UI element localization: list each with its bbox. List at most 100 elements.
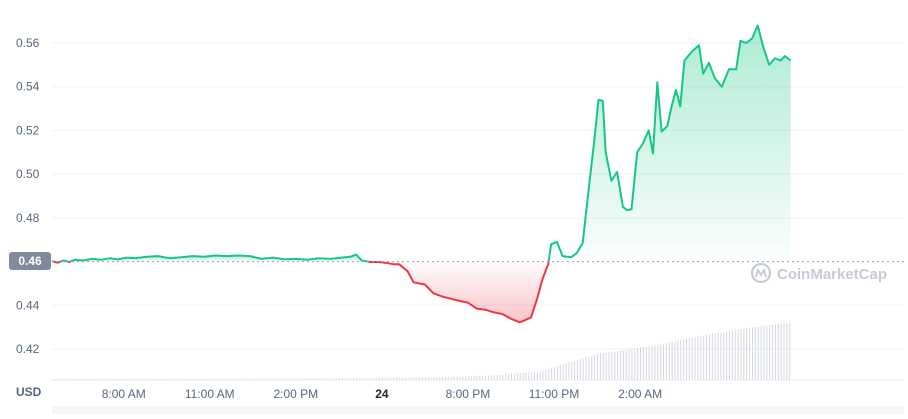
- volume-bar: [571, 362, 572, 380]
- y-tick-label: 0.50: [16, 167, 40, 181]
- reference-price-badge: 0.46: [9, 252, 51, 270]
- x-tick-label: 8:00 PM: [446, 387, 491, 401]
- y-tick-label: 0.54: [16, 80, 40, 94]
- volume-bar: [712, 334, 713, 380]
- volume-bar: [657, 345, 658, 380]
- x-tick-label: 11:00 AM: [185, 387, 235, 401]
- volume-bar: [522, 373, 523, 380]
- volume-bar: [772, 325, 773, 380]
- volume-bar: [689, 338, 690, 380]
- volume-bar: [603, 353, 604, 380]
- coinmarketcap-logo-mark: [756, 270, 766, 277]
- volume-bar: [591, 356, 592, 380]
- volume-bar: [781, 324, 782, 380]
- volume-bar: [514, 374, 515, 380]
- volume-bar: [761, 326, 762, 380]
- volume-bar: [534, 372, 535, 380]
- volume-bar: [557, 366, 558, 380]
- volume-bar: [686, 339, 687, 380]
- volume-bar: [609, 352, 610, 380]
- volume-bar: [775, 324, 776, 380]
- volume-bar: [597, 354, 598, 380]
- volume-bar: [746, 328, 747, 380]
- volume-bar: [611, 352, 612, 380]
- volume-bar: [606, 353, 607, 380]
- volume-bar: [629, 349, 630, 380]
- volume-bar: [548, 369, 549, 380]
- volume-bar: [540, 371, 541, 380]
- volume-bar: [732, 330, 733, 380]
- volume-bar: [588, 357, 589, 380]
- range-navigator[interactable]: [52, 406, 904, 414]
- volume-bar: [477, 376, 478, 380]
- volume-bar: [520, 373, 521, 380]
- volume-bar: [505, 375, 506, 380]
- volume-bar: [568, 363, 569, 380]
- volume-bar: [709, 334, 710, 380]
- volume-bar: [462, 376, 463, 380]
- volume-bar: [488, 376, 489, 380]
- volume-bar: [675, 341, 676, 380]
- volume-bar: [766, 325, 767, 380]
- volume-bar: [672, 342, 673, 380]
- volume-bar: [729, 331, 730, 380]
- volume-bar: [738, 329, 739, 380]
- x-tick-label: 11:00 PM: [529, 387, 579, 401]
- volume-bar: [663, 343, 664, 380]
- volume-bar: [468, 376, 469, 380]
- volume-bar: [646, 347, 647, 380]
- volume-bar: [554, 367, 555, 380]
- volume-bar: [778, 324, 779, 380]
- x-tick-label: 2:00 AM: [618, 387, 662, 401]
- volume-bar: [479, 376, 480, 380]
- volume-bar: [565, 363, 566, 380]
- volume-bar: [491, 376, 492, 380]
- watermark-text: CoinMarketCap: [777, 266, 887, 283]
- volume-bar: [660, 344, 661, 380]
- volume-bar: [586, 357, 587, 380]
- y-tick-label: 0.52: [16, 123, 40, 137]
- coinmarketcap-watermark: CoinMarketCap: [752, 264, 887, 283]
- volume-bar: [695, 337, 696, 380]
- volume-bar: [700, 336, 701, 380]
- volume-bar: [631, 349, 632, 380]
- volume-bar: [502, 375, 503, 380]
- volume-bar: [594, 355, 595, 380]
- y-axis: 0.420.440.480.500.520.540.56: [16, 36, 40, 356]
- volume-bar: [459, 376, 460, 380]
- volume-bar: [600, 353, 601, 380]
- y-tick-label: 0.42: [16, 342, 40, 356]
- coinmarketcap-logo-icon: [752, 264, 770, 282]
- volume-bar: [517, 373, 518, 380]
- volume-bar: [465, 376, 466, 380]
- volume-bar: [735, 330, 736, 380]
- volume-bar: [454, 377, 455, 380]
- volume-bars: [52, 323, 904, 380]
- volume-bar: [726, 331, 727, 380]
- volume-bar: [551, 368, 552, 380]
- volume-bar: [706, 335, 707, 380]
- volume-bar: [692, 338, 693, 380]
- volume-bar: [789, 323, 790, 380]
- volume-bar: [643, 347, 644, 380]
- volume-bar: [703, 335, 704, 380]
- x-tick-label: 8:00 AM: [102, 387, 146, 401]
- volume-bar: [680, 340, 681, 380]
- volume-bar: [626, 350, 627, 380]
- volume-bar: [485, 376, 486, 380]
- volume-bar: [508, 374, 509, 380]
- volume-bar: [500, 375, 501, 380]
- volume-bar: [697, 337, 698, 381]
- volume-bar: [683, 339, 684, 380]
- volume-bar: [620, 351, 621, 380]
- volume-bar: [580, 359, 581, 380]
- volume-bar: [769, 325, 770, 380]
- volume-bar: [743, 329, 744, 380]
- volume-bar: [758, 327, 759, 380]
- price-line-up: [61, 261, 68, 262]
- volume-bar: [749, 328, 750, 380]
- volume-bar: [543, 370, 544, 380]
- volume-bar: [755, 327, 756, 380]
